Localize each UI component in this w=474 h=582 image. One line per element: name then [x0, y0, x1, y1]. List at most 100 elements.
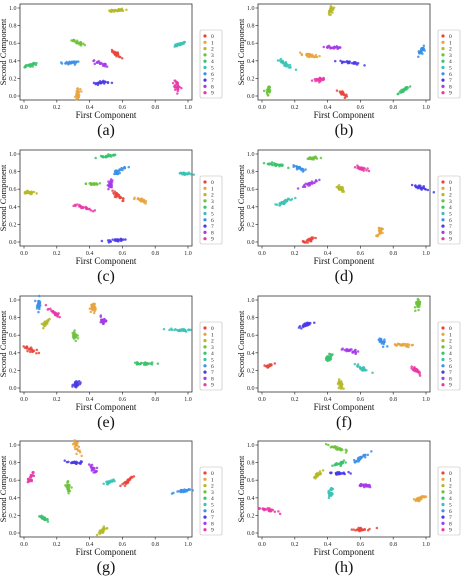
scatter-point [144, 361, 147, 365]
x-tick-label: 1.0 [184, 397, 192, 403]
scatter-point [340, 348, 344, 351]
legend-marker-1 [203, 332, 207, 336]
legend-marker-9 [203, 383, 207, 387]
scatter-point [75, 443, 79, 447]
scatter-point [38, 515, 42, 518]
scatter-point [80, 454, 83, 458]
cluster-3 [413, 297, 422, 312]
legend-marker-3 [203, 490, 207, 494]
scatter-point [315, 157, 319, 160]
scatter-point [71, 385, 74, 388]
legend-label-5: 5 [211, 358, 214, 364]
scatter-point [344, 95, 347, 98]
legend-label-7: 7 [211, 78, 214, 84]
scatter-point [113, 170, 117, 173]
scatter-point [108, 480, 112, 484]
scatter-point [80, 90, 83, 93]
y-tick-label: 0.6 [9, 187, 17, 193]
legend-marker-3 [203, 345, 207, 349]
scatter-point [29, 350, 32, 354]
scatter-point [70, 61, 73, 65]
scatter-point [176, 92, 179, 95]
scatter-point [432, 191, 436, 194]
scatter-point [93, 305, 97, 309]
scatter-point [363, 528, 366, 531]
y-tick-label: 0.2 [247, 222, 255, 228]
scatter-point [42, 326, 45, 330]
scatter-point [35, 61, 38, 65]
legend-marker-5 [441, 211, 445, 216]
x-axis-label: First Component [76, 402, 137, 412]
scatter-point [352, 458, 356, 462]
cluster-9 [171, 79, 183, 95]
scatter-point [281, 62, 285, 65]
scatter-point [137, 197, 140, 201]
scatter-point [58, 315, 61, 319]
scatter-point [360, 456, 363, 459]
legend-label-3: 3 [211, 345, 214, 351]
scatter-point [347, 60, 351, 63]
cluster-7 [100, 237, 127, 244]
scatter-point [258, 507, 262, 510]
scatter-point [116, 238, 120, 241]
scatter-point [334, 472, 338, 476]
legend-label-1: 1 [211, 332, 214, 338]
scatter-point [308, 157, 312, 160]
scatter-point [338, 46, 342, 49]
y-tick-label: 0.4 [247, 205, 255, 211]
legend-label-1: 1 [449, 40, 452, 46]
scatter-point [381, 227, 384, 231]
legend-marker-4 [203, 205, 207, 209]
legend-marker-4 [203, 351, 207, 355]
scatter-point [31, 65, 34, 68]
legend-label-8: 8 [449, 230, 452, 236]
scatter-point [179, 41, 182, 45]
scatter-point [187, 328, 190, 332]
scatter-point [178, 328, 182, 332]
scatter-point [72, 337, 76, 340]
cluster-8 [340, 347, 360, 356]
scatter-point [278, 204, 281, 207]
scatter-point [357, 460, 360, 463]
x-tick-label: 0.0 [258, 251, 266, 257]
scatter-point [356, 364, 359, 368]
legend-marker-7 [441, 78, 445, 82]
scatter-point [285, 199, 289, 203]
scatter-point [185, 172, 188, 175]
scatter-point [315, 473, 318, 476]
scatter-point [273, 510, 277, 514]
scatter-point [312, 54, 315, 58]
scatter-point [38, 302, 42, 306]
legend-label-1: 1 [211, 477, 214, 483]
scatter-point [85, 206, 88, 210]
scatter-point [310, 236, 314, 239]
scatter-point [266, 94, 270, 97]
scatter-point [371, 371, 374, 375]
scatter-point [94, 156, 97, 160]
x-tick-label: 0.2 [53, 397, 61, 403]
scatter-point [309, 321, 312, 325]
scatter-point [351, 351, 354, 354]
scatter-point [340, 187, 343, 191]
cluster-9 [353, 164, 371, 173]
cluster-8 [322, 44, 342, 50]
scatter-point [66, 484, 70, 488]
scatter-point [366, 167, 369, 170]
scatter-point [368, 527, 371, 531]
scatter-point [120, 57, 124, 60]
scatter-point [124, 481, 128, 485]
scatter-point [329, 355, 332, 359]
legend-marker-8 [441, 521, 445, 526]
scatter-point [24, 64, 28, 67]
scatter-point [353, 350, 356, 353]
scatter-point [353, 461, 357, 464]
scatter-point [298, 324, 302, 328]
panel-label: (c) [97, 268, 115, 285]
scatter-point [31, 471, 34, 474]
legend-label-2: 2 [449, 484, 452, 490]
x-tick-label: 0.2 [53, 251, 61, 257]
scatter-point [97, 531, 101, 534]
scatter-point [76, 384, 79, 387]
scatter-point [109, 240, 112, 243]
legend-label-2: 2 [211, 339, 214, 345]
